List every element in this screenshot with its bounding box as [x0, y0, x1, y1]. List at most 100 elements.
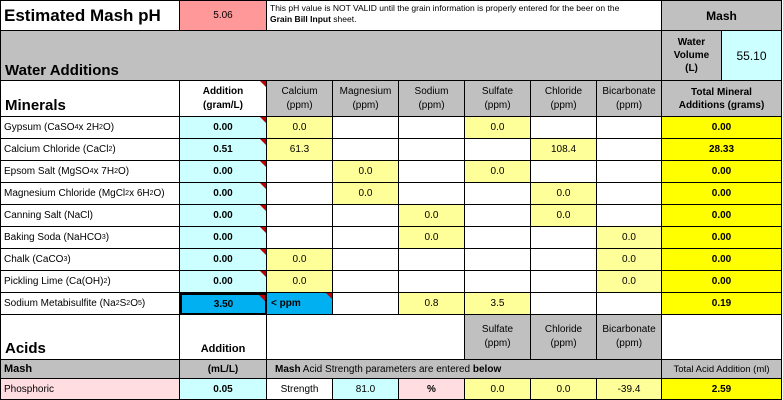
acid-bicarbonate-header: Bicarbonate (ppm): [597, 315, 662, 360]
mineral-name-subscript: 4: [74, 124, 79, 131]
mineral-name-part: O): [153, 188, 165, 199]
mineral-addition-input[interactable]: 0.00: [180, 161, 267, 183]
acid-sulfate-value: 0.0: [465, 379, 531, 400]
mineral-name-part: O: [130, 298, 138, 309]
mineral-sulfate-value: [465, 205, 531, 227]
mineral-name: Sodium Metabisulfite (Na 2 S 2 O 5): [0, 293, 180, 315]
mineral-chloride-value: [531, 161, 597, 183]
mineral-sulfate-value: 3.5: [465, 293, 531, 315]
acid-chloride-line1: Chloride: [544, 324, 583, 335]
mineral-bicarbonate-value: [597, 293, 662, 315]
mineral-total-grams: 0.00: [662, 249, 782, 271]
mineral-name: Canning Salt (NaCl): [0, 205, 180, 227]
strength-note-mid: Acid Strength parameters are entered: [300, 363, 473, 375]
mineral-calcium-value: 0.0: [267, 249, 333, 271]
mineral-magnesium-value: [333, 293, 399, 315]
ph-validity-note: This pH value is NOT VALID until the gra…: [267, 0, 662, 31]
mineral-sulfate-value: 0.0: [465, 117, 531, 139]
mineral-addition-input[interactable]: 0.00: [180, 205, 267, 227]
mash-ph-value[interactable]: 5.06: [180, 0, 267, 31]
mineral-name-part: ): [141, 298, 146, 309]
col-total-line1: Total Mineral: [691, 86, 752, 98]
mineral-name-part: Baking Soda (NaHCO: [4, 232, 102, 243]
mineral-total-grams: 0.00: [662, 183, 782, 205]
mineral-sodium-value: 0.0: [399, 205, 465, 227]
mineral-chloride-value: 0.0: [531, 183, 597, 205]
mineral-magnesium-value: 0.0: [333, 183, 399, 205]
ph-note-tail: sheet.: [330, 14, 357, 24]
mineral-calcium-value: [267, 227, 333, 249]
grain-bill-link: Grain Bill Input: [270, 14, 331, 24]
col-sodium-header: Sodium (ppm): [399, 81, 465, 117]
col-total-header: Total Mineral Additions (grams): [662, 81, 782, 117]
water-additions-label: Water Additions: [5, 62, 119, 79]
mineral-sodium-value: [399, 117, 465, 139]
acid-addition-value[interactable]: 0.05: [180, 379, 267, 400]
mineral-bicarbonate-value: [597, 205, 662, 227]
ph-note-text: This pH value is NOT VALID until the gra…: [270, 3, 620, 13]
mineral-sulfate-value: [465, 139, 531, 161]
mineral-chloride-value: 0.0: [531, 205, 597, 227]
acid-bicarbonate-line2: (ppm): [615, 338, 643, 349]
col-sodium-line2: (ppm): [418, 99, 445, 111]
mineral-addition-input[interactable]: 3.50: [180, 293, 267, 315]
mineral-addition-input[interactable]: 0.00: [180, 249, 267, 271]
mineral-name-subscript: 2: [115, 300, 120, 307]
col-calcium-line1: Calcium: [281, 85, 318, 97]
mineral-bicarbonate-value: [597, 183, 662, 205]
mineral-name-subscript: 3: [101, 234, 106, 241]
acid-strength-value[interactable]: 81.0: [333, 379, 399, 400]
mineral-sodium-value: [399, 271, 465, 293]
mineral-addition-input[interactable]: 0.51: [180, 139, 267, 161]
mineral-chloride-value: [531, 271, 597, 293]
mineral-total-grams: 0.19: [662, 293, 782, 315]
acid-strength-note: Mash Acid Strength parameters are entere…: [267, 360, 662, 379]
acid-strength-label: Strength: [267, 379, 333, 400]
acid-bicarbonate-line1: Bicarbonate: [602, 324, 656, 335]
col-chloride-header: Chloride (ppm): [531, 81, 597, 117]
mineral-name-part: Epsom Salt (MgSO: [4, 166, 90, 177]
acid-sulfate-header: Sulfate (ppm): [465, 315, 531, 360]
mineral-name-part: S: [119, 298, 127, 309]
mineral-name: Magnesium Chloride (MgCl 2 x 6H 2 O): [0, 183, 180, 205]
mineral-addition-input[interactable]: 0.00: [180, 183, 267, 205]
mineral-name-part: Calcium Chloride (CaCl: [4, 144, 109, 155]
mineral-chloride-value: [531, 249, 597, 271]
water-volume-value[interactable]: 55.10: [722, 31, 782, 81]
mineral-sulfate-value: [465, 271, 531, 293]
mineral-name-subscript: 2: [125, 190, 130, 197]
mineral-addition-input[interactable]: 0.00: [180, 271, 267, 293]
mineral-calcium-value: 0.0: [267, 117, 333, 139]
mineral-magnesium-value: 0.0: [333, 161, 399, 183]
col-addition-header: Addition (gram/L): [180, 81, 267, 117]
mineral-sulfate-value: 0.0: [465, 161, 531, 183]
mineral-name-subscript: 2: [126, 300, 131, 307]
strength-note-mash: Mash: [275, 363, 301, 375]
acid-name[interactable]: Phosphoric: [0, 379, 180, 400]
col-addition-line2: (gram/L): [203, 99, 243, 111]
col-sulfate-header: Sulfate (ppm): [465, 81, 531, 117]
mineral-name-part: x 7H: [93, 166, 115, 177]
water-volume-word-2: Volume: [673, 50, 710, 61]
mineral-bicarbonate-value: [597, 117, 662, 139]
water-volume-word-1: Water: [677, 37, 706, 48]
mineral-addition-input[interactable]: 0.00: [180, 227, 267, 249]
acid-addition-header: Addition: [180, 315, 267, 360]
mineral-sodium-value: 0.0: [399, 227, 465, 249]
mineral-total-grams: 0.00: [662, 117, 782, 139]
mineral-name: Pickling Lime (Ca(OH) 2): [0, 271, 180, 293]
mineral-magnesium-value: [333, 139, 399, 161]
col-bicarbonate-header: Bicarbonate (ppm): [597, 81, 662, 117]
col-magnesium-line1: Magnesium: [339, 85, 392, 97]
mineral-name-subscript: 2: [149, 190, 154, 197]
acid-strength-unit: %: [399, 379, 465, 400]
col-calcium-header: Calcium (ppm): [267, 81, 333, 117]
mineral-name-part: ): [105, 232, 110, 243]
mineral-addition-input[interactable]: 0.00: [180, 117, 267, 139]
col-magnesium-header: Magnesium (ppm): [333, 81, 399, 117]
mineral-name-subscript: 2: [103, 278, 108, 285]
strength-note-below: below: [472, 363, 502, 375]
mineral-total-grams: 0.00: [662, 227, 782, 249]
water-volume-word-3: (L): [685, 63, 698, 74]
mineral-name-part: x 2H: [78, 122, 100, 133]
